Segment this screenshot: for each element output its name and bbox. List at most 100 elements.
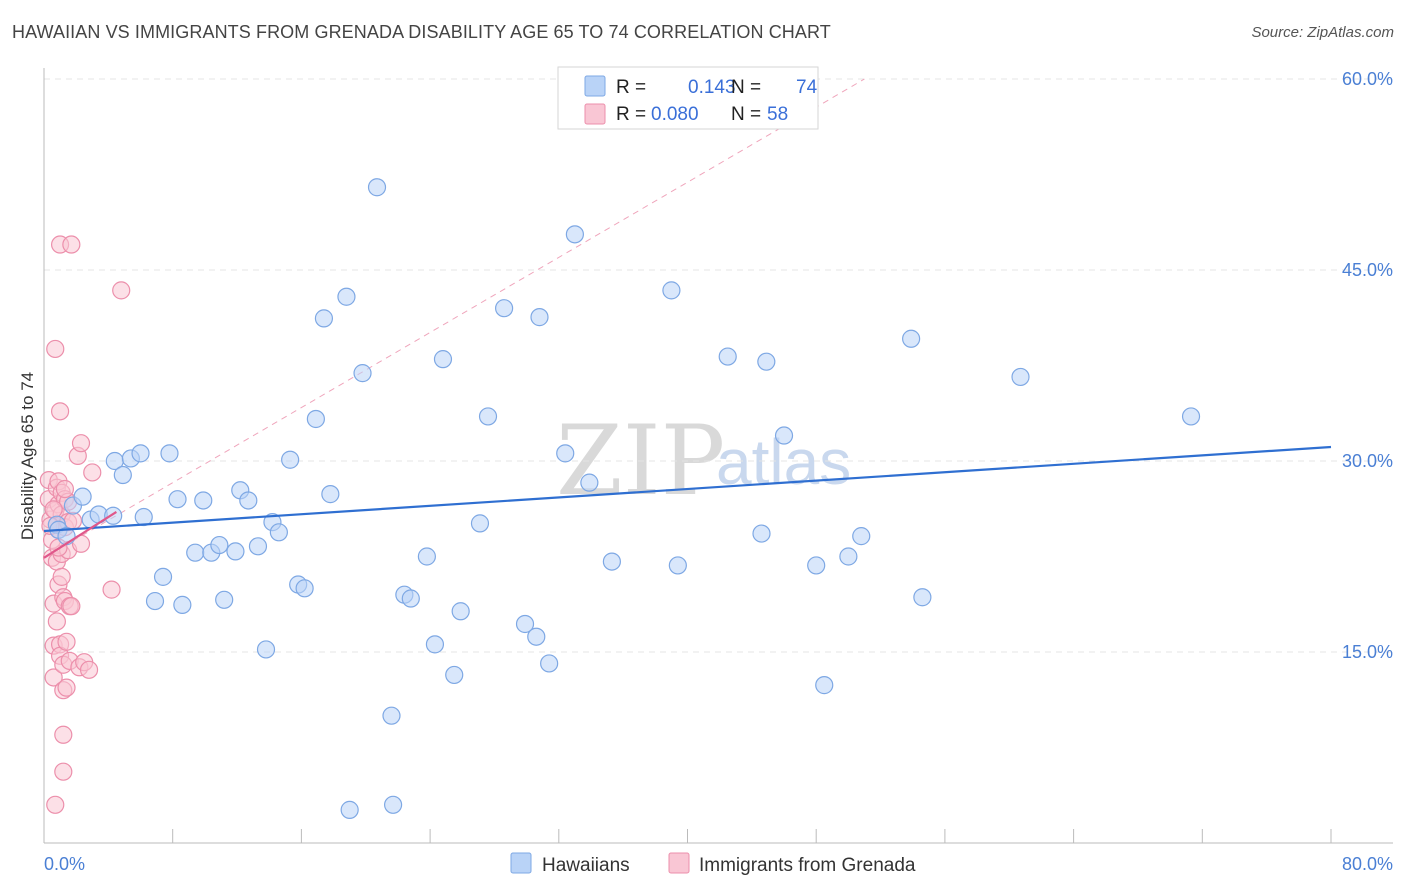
- hawaiian-point: [839, 547, 858, 566]
- hawaiian-point: [757, 352, 776, 371]
- grenada-point: [54, 725, 73, 744]
- hawaiian-point: [913, 588, 932, 607]
- hawaiian-point: [382, 706, 401, 725]
- hawaiian-point: [478, 407, 498, 426]
- x-tick-label-max: 80.0%: [1342, 854, 1393, 874]
- chart-title: HAWAIIAN VS IMMIGRANTS FROM GRENADA DISA…: [12, 22, 831, 42]
- grenada-n-value: 58: [767, 104, 788, 125]
- grenada-point: [44, 500, 63, 519]
- grenada-point: [57, 678, 76, 697]
- grenada-point: [71, 434, 91, 453]
- y-tick-label: 15.0%: [1342, 642, 1393, 662]
- hawaiian-point: [451, 602, 470, 621]
- hawaiian-point: [173, 595, 192, 614]
- grenada-point: [46, 795, 65, 814]
- reference-diagonal-line: [43, 78, 865, 559]
- hawaiians-legend-label: Hawaiians: [542, 855, 630, 876]
- grenada-point: [52, 567, 71, 586]
- hawaiian-point: [239, 491, 258, 510]
- hawaiian-point: [383, 795, 403, 814]
- hawaiian-point: [113, 465, 132, 485]
- stats-legend: R = 0.143 N = 74 R = 0.080 N = 58: [557, 66, 819, 130]
- hawaiian-point: [367, 178, 387, 197]
- hawaiians-r-value: 0.143: [688, 77, 736, 98]
- grenada-swatch: [584, 103, 606, 125]
- hawaiian-point: [168, 490, 187, 509]
- hawaiian-point: [417, 547, 436, 566]
- grenada-point: [62, 597, 81, 616]
- hawaiian-point: [815, 676, 834, 695]
- hawaiian-point: [527, 627, 546, 646]
- hawaiian-point: [194, 491, 213, 510]
- hawaiian-point: [73, 487, 92, 506]
- hawaiian-point: [340, 800, 359, 819]
- y-tick-label: 30.0%: [1342, 451, 1393, 471]
- x-tick-label-min: 0.0%: [44, 854, 85, 874]
- hawaiian-point: [530, 308, 549, 327]
- hawaiians-swatch: [584, 75, 606, 97]
- hawaiian-point: [807, 556, 826, 575]
- hawaiian-point: [668, 556, 687, 575]
- hawaiian-point: [580, 473, 599, 492]
- hawaiian-point: [425, 635, 445, 654]
- hawaiian-point: [186, 543, 205, 562]
- grenada-point: [83, 463, 102, 482]
- hawaiian-point: [314, 309, 334, 328]
- hawaiian-point: [134, 507, 153, 527]
- hawaiians-legend-swatch: [510, 852, 532, 874]
- hawaiian-point: [131, 444, 150, 463]
- grenada-point: [57, 632, 76, 651]
- y-tick-labels: 15.0% 30.0% 45.0% 60.0%: [1342, 69, 1393, 662]
- grid-lines: [44, 78, 1393, 653]
- grenada-r-value: 0.080: [651, 104, 699, 125]
- grenada-point: [79, 660, 99, 679]
- grenada-point: [46, 339, 65, 359]
- hawaiian-point: [495, 299, 514, 318]
- hawaiian-point: [210, 535, 229, 555]
- hawaiian-point: [145, 591, 165, 611]
- hawaiian-point: [281, 450, 300, 469]
- hawaiian-point: [226, 542, 245, 561]
- hawaiian-point: [104, 506, 123, 525]
- hawaiian-point: [433, 350, 453, 369]
- grenada-r-label: R =: [616, 104, 646, 125]
- hawaiians-n-label: N =: [731, 77, 761, 98]
- hawaiian-point: [353, 364, 372, 383]
- hawaiian-point: [515, 614, 535, 634]
- hawaiian-point: [306, 409, 325, 429]
- grenada-point: [112, 281, 131, 300]
- grenada-point: [50, 402, 70, 421]
- y-tick-label: 45.0%: [1342, 260, 1393, 280]
- hawaiian-point: [602, 552, 621, 571]
- grenada-trend-line: [43, 511, 117, 559]
- bottom-legend: Hawaiians Immigrants from Grenada: [510, 852, 916, 876]
- hawaiian-point: [401, 589, 420, 608]
- hawaiian-point: [852, 527, 871, 546]
- x-axis-ticks: [43, 829, 1332, 843]
- grenada-legend-swatch: [668, 852, 690, 874]
- hawaiian-point: [540, 654, 559, 673]
- hawaiian-point: [774, 426, 794, 445]
- hawaiian-point: [248, 537, 268, 556]
- grenada-point: [62, 235, 81, 254]
- grenada-point: [44, 668, 63, 687]
- hawaiian-point: [752, 524, 771, 543]
- hawaiian-point: [269, 523, 288, 542]
- y-tick-label: 60.0%: [1342, 69, 1393, 89]
- grenada-point: [47, 612, 66, 631]
- hawaiian-point: [662, 281, 681, 300]
- hawaiian-point: [256, 640, 276, 659]
- hawaiian-point: [1011, 367, 1030, 387]
- grenada-n-label: N =: [731, 104, 761, 125]
- hawaiians-r-label: R =: [616, 77, 646, 98]
- grenada-legend-label: Immigrants from Grenada: [699, 855, 916, 876]
- hawaiian-point: [153, 567, 173, 586]
- hawaiian-point: [556, 444, 575, 463]
- y-axis-label: Disability Age 65 to 74: [18, 372, 37, 540]
- hawaiian-point: [718, 347, 737, 366]
- grenada-point: [102, 580, 121, 599]
- hawaiian-points: [47, 178, 1201, 819]
- hawaiian-point: [470, 514, 490, 533]
- hawaiian-point: [337, 287, 356, 306]
